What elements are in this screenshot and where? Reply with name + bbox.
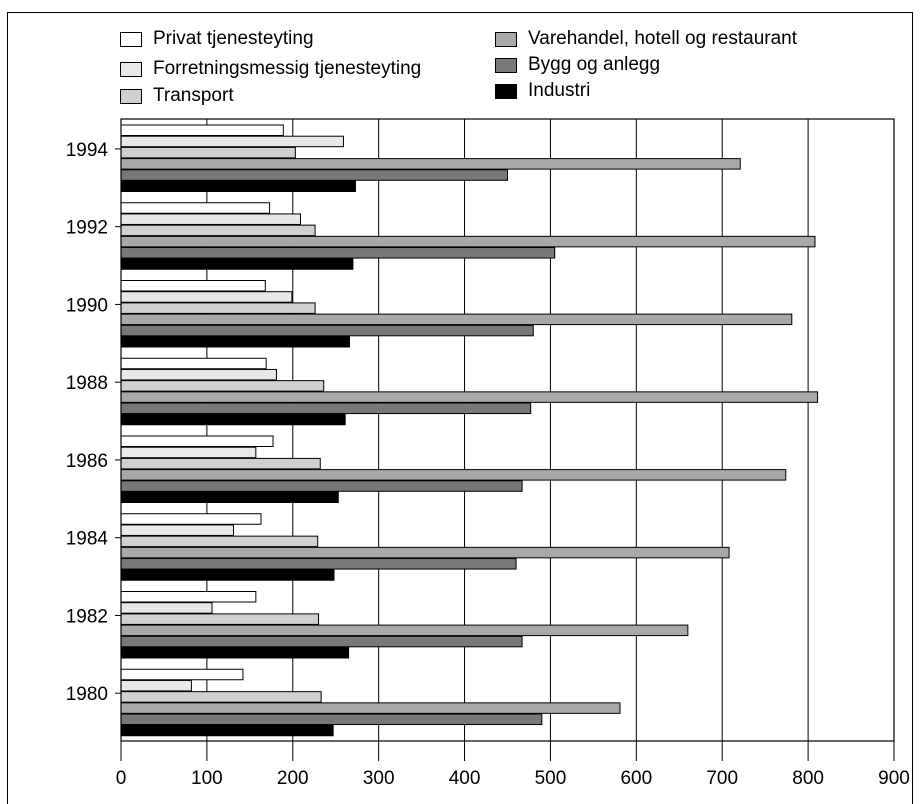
x-tick-label-300: 300 xyxy=(363,768,395,789)
bar-1992-2 xyxy=(120,213,302,225)
bar-1988-5 xyxy=(120,402,532,415)
bar-1984-6 xyxy=(120,569,335,581)
bar-1982-1 xyxy=(120,591,257,603)
bar-1988-2 xyxy=(120,368,277,381)
legend-label-2: Forretningsmessig tjenesteyting xyxy=(153,58,422,79)
legend-label-4: Varehandel, hotell og restaurant xyxy=(528,28,797,49)
bar-1994-5 xyxy=(120,169,508,181)
bar-1986-2 xyxy=(120,446,257,459)
bar-1994-2 xyxy=(120,135,344,148)
legend-swatch-3 xyxy=(120,88,142,104)
bar-1982-2 xyxy=(120,602,213,614)
bar-1984-4 xyxy=(120,546,730,559)
x-tick-label-800: 800 xyxy=(792,768,824,789)
legend-label-6: Industri xyxy=(528,80,591,101)
bar-1992-6 xyxy=(120,258,354,270)
legend-item-6: Industri xyxy=(495,80,590,102)
bar-1982-5 xyxy=(120,635,523,648)
bar-1980-4 xyxy=(120,702,621,714)
bar-1986-5 xyxy=(120,480,523,492)
bar-1982-6 xyxy=(120,647,350,659)
bar-1994-4 xyxy=(120,158,741,170)
legend-swatch-4 xyxy=(495,31,517,47)
bar-1990-1 xyxy=(120,280,266,292)
plot-border xyxy=(120,118,895,742)
legend-swatch-1 xyxy=(120,31,142,47)
legend-swatch-6 xyxy=(495,83,517,99)
bar-1986-3 xyxy=(120,457,321,470)
bar-1990-6 xyxy=(120,336,350,348)
bar-1988-6 xyxy=(120,413,346,426)
legend-item-3: Transport xyxy=(120,85,234,107)
legend-swatch-2 xyxy=(120,61,142,77)
y-tick-label-1988: 1988 xyxy=(66,373,108,394)
x-tick-label-400: 400 xyxy=(449,768,481,789)
legend-item-1: Privat tjenesteyting xyxy=(120,28,314,50)
bar-1990-4 xyxy=(120,313,793,326)
bar-1980-5 xyxy=(120,713,543,726)
bar-1994-1 xyxy=(120,124,284,136)
bar-1986-1 xyxy=(120,435,274,447)
bar-1982-3 xyxy=(120,613,320,625)
bar-1982-4 xyxy=(120,624,689,637)
legend: Privat tjenesteyting Forretningsmessig tj… xyxy=(0,0,921,106)
x-tick-label-900: 900 xyxy=(878,768,910,789)
bar-1980-2 xyxy=(120,679,192,692)
y-tick-label-1994: 1994 xyxy=(66,140,109,161)
bar-1988-4 xyxy=(120,391,819,403)
bar-1992-1 xyxy=(120,202,271,214)
bar-1992-5 xyxy=(120,247,556,259)
bar-1984-1 xyxy=(120,513,262,525)
x-tick-label-500: 500 xyxy=(535,768,567,789)
x-tick-label-700: 700 xyxy=(706,768,738,789)
y-tick-label-1990: 1990 xyxy=(66,295,108,316)
y-tick-label-1980: 1980 xyxy=(66,684,108,705)
bar-1988-1 xyxy=(120,357,267,370)
bar-1980-3 xyxy=(120,691,322,703)
y-tick-label-1992: 1992 xyxy=(66,218,108,239)
x-tick-label-100: 100 xyxy=(191,768,223,789)
bar-1986-6 xyxy=(120,491,339,503)
bar-1986-4 xyxy=(120,469,787,481)
bar-1984-3 xyxy=(120,535,319,548)
y-tick-label-1982: 1982 xyxy=(66,606,108,627)
x-tick-label-600: 600 xyxy=(620,768,652,789)
bar-1992-4 xyxy=(120,235,816,248)
legend-item-5: Bygg og anlegg xyxy=(495,54,660,76)
bar-1984-2 xyxy=(120,524,235,536)
y-tick-label-1984: 1984 xyxy=(66,529,109,550)
bar-1984-5 xyxy=(120,558,517,570)
bar-1994-3 xyxy=(120,146,296,159)
legend-item-4: Varehandel, hotell og restaurant xyxy=(495,28,797,50)
y-tick-label-1986: 1986 xyxy=(66,451,108,472)
bar-1992-3 xyxy=(120,224,316,237)
bar-1990-3 xyxy=(120,302,316,314)
bar-1980-1 xyxy=(120,668,244,681)
bar-1988-3 xyxy=(120,380,325,392)
bar-1990-5 xyxy=(120,324,534,337)
bar-1980-6 xyxy=(120,724,334,737)
bar-1994-6 xyxy=(120,180,356,192)
bar-1990-2 xyxy=(120,291,293,303)
legend-label-3: Transport xyxy=(153,85,234,106)
legend-swatch-5 xyxy=(495,57,517,73)
chart-frame xyxy=(7,12,913,804)
x-tick-label-200: 200 xyxy=(277,768,309,789)
legend-label-5: Bygg og anlegg xyxy=(528,54,661,75)
x-tick-label-0: 0 xyxy=(116,768,127,789)
legend-label-1: Privat tjenesteyting xyxy=(153,28,314,49)
legend-item-2: Forretningsmessig tjenesteyting xyxy=(120,58,421,80)
